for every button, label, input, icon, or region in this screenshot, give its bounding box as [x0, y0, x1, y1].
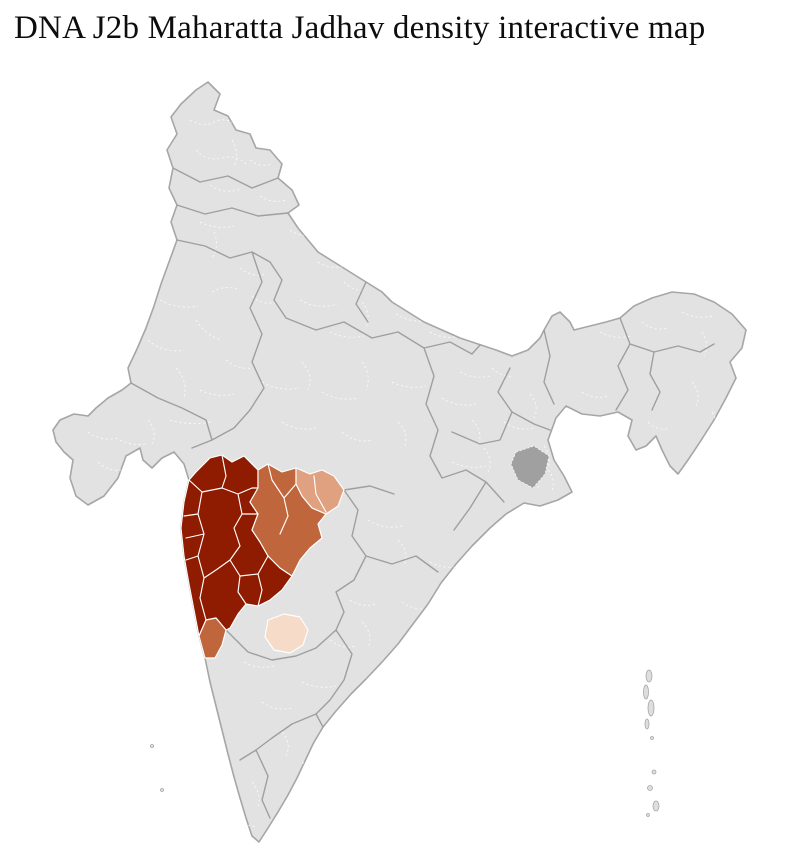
density-region-high-coastal[interactable]: [198, 617, 227, 659]
page-title: DNA J2b Maharatta Jadhav density interac…: [14, 10, 706, 46]
islet-west[interactable]: [160, 788, 164, 792]
island[interactable]: [651, 769, 657, 775]
density-region-medium[interactable]: [295, 467, 345, 515]
island[interactable]: [650, 736, 654, 740]
islet-west[interactable]: [150, 744, 154, 748]
andaman-nicobar-islands[interactable]: [150, 669, 660, 817]
india-landmass[interactable]: [52, 81, 747, 843]
island[interactable]: [647, 699, 655, 717]
island[interactable]: [644, 718, 650, 730]
state-boundary-lines: [130, 167, 715, 819]
island[interactable]: [647, 785, 653, 791]
maharashtra-district-borders: [183, 454, 327, 621]
island[interactable]: [643, 684, 649, 700]
island[interactable]: [645, 669, 653, 683]
district-no-data[interactable]: [510, 445, 550, 489]
maharashtra-density-cluster: [180, 454, 345, 659]
island[interactable]: [652, 800, 660, 812]
district-boundary-lines: [87, 119, 717, 827]
island[interactable]: [646, 813, 650, 817]
density-region-low[interactable]: [264, 613, 309, 654]
density-region-highest[interactable]: [180, 454, 293, 637]
